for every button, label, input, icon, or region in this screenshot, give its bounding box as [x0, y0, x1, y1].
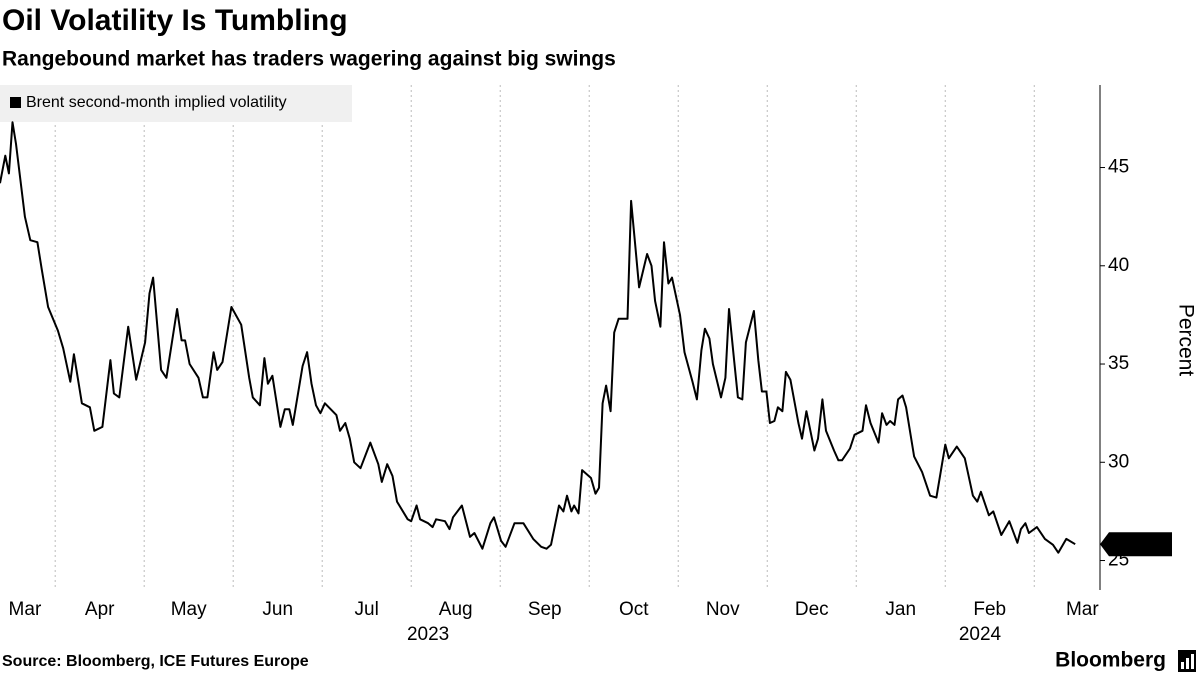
x-tick-label: Mar [9, 599, 42, 620]
line [0, 121, 1076, 554]
x-tick-label: Jun [262, 599, 293, 620]
year-label: 2023 [407, 624, 449, 645]
legend: Brent second-month implied volatility [0, 85, 352, 122]
y-tick-label: 45 [1108, 157, 1129, 178]
last-value-label: 25.83 [1110, 533, 1158, 554]
source: Source: Bloomberg, ICE Futures Europe [2, 653, 309, 670]
x-tick-label: Jan [885, 599, 916, 620]
year-label: 2024 [959, 624, 1002, 645]
x-tick-label: Apr [85, 599, 115, 620]
y-tick-label: 40 [1108, 255, 1129, 276]
last-value-tag [1100, 532, 1172, 557]
y-axis-label: Percent [1174, 304, 1197, 377]
legend-label: Brent second-month implied volatility [26, 94, 287, 111]
y-tick-label: 30 [1108, 451, 1129, 472]
brand-icon [1178, 650, 1196, 672]
x-tick-label: Aug [439, 599, 473, 620]
x-tick-label: May [171, 599, 207, 620]
chart-title: Oil Volatility Is Tumbling [2, 4, 348, 37]
x-tick-label: Jul [355, 599, 379, 620]
x-tick-label: Sep [528, 599, 562, 620]
x-tick-label: Dec [795, 599, 829, 620]
x-tick-label: Mar [1066, 599, 1099, 620]
x-tick-label: Feb [973, 599, 1006, 620]
legend-swatch [10, 97, 21, 108]
legend-box [0, 85, 352, 122]
x-tick-label: Nov [706, 599, 740, 620]
brand: Bloomberg [1055, 649, 1166, 672]
chart-subtitle: Rangebound market has traders wagering a… [2, 48, 616, 71]
y-tick-label: 35 [1108, 353, 1129, 374]
x-tick-label: Oct [619, 599, 649, 620]
